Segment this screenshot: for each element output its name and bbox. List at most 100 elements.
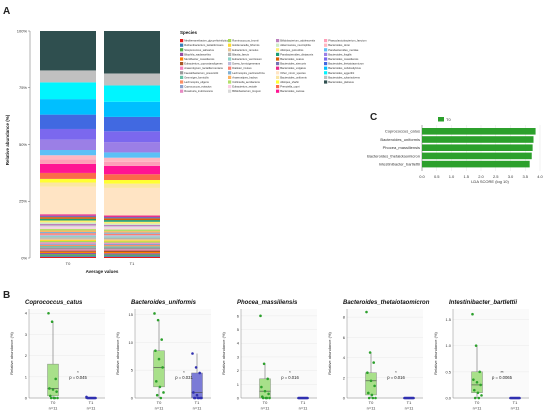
bar-segment (40, 251, 96, 253)
data-point (49, 396, 53, 400)
data-point (160, 338, 163, 341)
data-point (49, 394, 52, 398)
data-point (299, 396, 303, 400)
legend-item: Anaerostipes_hadrus (228, 75, 258, 79)
legend-swatch (180, 89, 184, 93)
y-tick-label: 5 (131, 368, 134, 373)
legend-item: Bacteroides_fragilis (324, 52, 352, 56)
data-point (191, 352, 194, 355)
x-tick-label: 0.5 (434, 174, 440, 179)
bar-segment (104, 31, 160, 74)
bar-segment (40, 249, 96, 251)
data-point (366, 371, 369, 375)
bar-segment (40, 256, 96, 258)
bar-T1 (104, 31, 160, 258)
group-count: n=11 (511, 406, 520, 411)
bar-segment (40, 172, 96, 179)
bar-segment (104, 224, 160, 227)
legend-label: Anaerostipes_hadrus (232, 75, 258, 79)
bar-segment (104, 73, 160, 86)
x-tick-label: 2.0 (478, 174, 484, 179)
bar-segment (40, 238, 96, 240)
legend-swatch (276, 89, 280, 93)
group-count: n=11 (405, 406, 414, 411)
data-point (157, 357, 161, 361)
legend-item: Bacteroides_eggerthii (324, 71, 355, 75)
legend-swatch (180, 62, 184, 66)
legend-swatch (228, 89, 232, 93)
bar-segment (40, 82, 96, 100)
legend-swatch (276, 80, 280, 84)
legend-swatch (324, 43, 328, 47)
y-tick-label: 2 (343, 375, 346, 380)
data-point (409, 396, 413, 400)
bar-segment (104, 85, 160, 102)
legend-label: Mediterraneibacter_glycyrrhizinilyticus (184, 39, 230, 43)
legend-swatch (228, 85, 232, 89)
legend-swatch (276, 43, 280, 47)
bar-segment (104, 220, 160, 222)
y-tick-label: 0 (237, 396, 240, 401)
x-tick-label: 2.5 (493, 174, 499, 179)
lda-category-label: Phocea_massiliensis (383, 145, 420, 150)
lda-category-label: Bacteroides_uniformis (380, 137, 420, 142)
y-tick-label: 1.0 (445, 343, 451, 348)
data-point (53, 396, 57, 400)
lda-bar (422, 144, 533, 151)
stacked-abundance-chart: Relative abundance (%) Average values Sp… (5, 28, 367, 274)
legend-label: Bacteroides_ovatus (280, 57, 304, 61)
y-tick-label: 6 (343, 335, 346, 340)
legend-label: Lachnospira_pectinoschiza (232, 71, 265, 75)
data-point (515, 396, 519, 400)
legend-swatch (180, 57, 184, 61)
data-point (47, 311, 50, 315)
bar-segment (40, 225, 96, 228)
x-tick-label: T0 (66, 261, 71, 266)
legend-item: Lachnospira_eligens (180, 80, 210, 84)
legend-swatch (180, 85, 184, 89)
legend-label: Ruthenibacterium_lactatiformans (184, 43, 224, 47)
bar-segment (40, 242, 96, 244)
bar-segment (104, 254, 160, 256)
legend-item: Other_minor_species (276, 71, 306, 75)
y-tick-label: 0 (343, 396, 346, 401)
legend-label: Bacteroides_stercoris (280, 62, 306, 66)
bar-segment (104, 101, 160, 117)
bar-segment (104, 216, 160, 219)
bar-segment (40, 155, 96, 160)
bar-segment (40, 230, 96, 232)
bar-segment (40, 218, 96, 221)
legend-swatch (180, 75, 184, 79)
legend-swatch (276, 48, 280, 52)
data-point (263, 389, 267, 393)
bar-segment (40, 31, 96, 71)
legend-label: Alistipes_shahii (280, 80, 299, 84)
bar-segment (40, 236, 96, 238)
legend-item: Bacteroides_caccae (276, 89, 305, 93)
data-point (262, 362, 266, 366)
bar-segment (104, 187, 160, 216)
data-point (367, 391, 370, 395)
legend-swatch (228, 80, 232, 84)
legend-item: Bacteroides_stercoris (276, 62, 307, 66)
y-tick-label: 0% (21, 255, 27, 260)
group-count: n=11 (261, 406, 270, 411)
bar-segment (40, 252, 96, 255)
data-point (303, 396, 307, 400)
legend-label: Bacteroides_thetaiotaomicron (328, 62, 364, 66)
legend-item: Alistipes_putredinis (276, 48, 304, 52)
legend-label: Ruminococcus_bromii (232, 39, 259, 43)
legend-item: Bacteroides_plebeius (324, 80, 355, 84)
box-T0 (471, 312, 483, 400)
legend-title: Species (180, 30, 198, 35)
p-value: p = 0.045 (69, 375, 87, 380)
bar-segment (40, 250, 96, 252)
group-count: n=11 (473, 406, 482, 411)
legend-swatch (180, 48, 184, 52)
x-tick-label: T1 (301, 400, 306, 405)
legend-label: Lachnospira_eligens (184, 80, 209, 84)
y-tick-label: 0.5 (445, 369, 451, 374)
group-count: n=11 (155, 406, 164, 411)
bar-segment (40, 246, 96, 248)
significance-stars: * (77, 370, 79, 375)
